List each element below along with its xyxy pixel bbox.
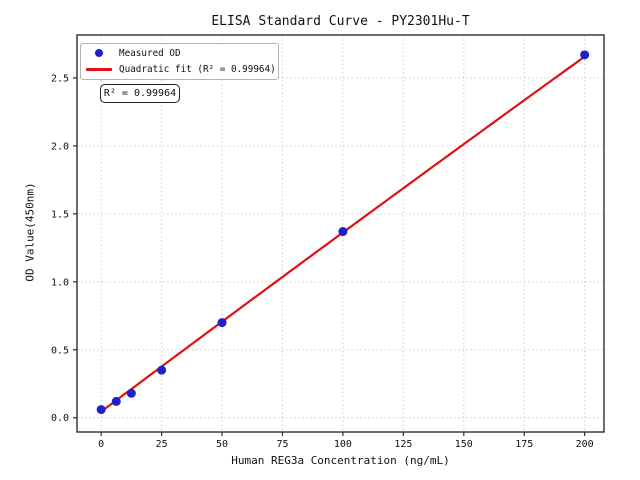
x-tick-label: 50 [216,439,228,450]
y-tick-label: 0.0 [51,413,69,424]
y-tick-label: 1.5 [51,209,69,220]
x-tick-label: 175 [515,439,533,450]
legend-item-measured-od: Measured OD [81,46,278,61]
legend-label-measured-od: Measured OD [119,47,181,59]
legend-marker-slot [81,49,119,58]
x-tick-label: 100 [334,439,352,450]
x-tick-label: 75 [276,439,288,450]
x-tick-label: 125 [394,439,412,450]
y-tick-label: 0.5 [51,345,69,356]
data-point [111,396,121,406]
x-axis-label: Human REG3a Concentration (ng/mL) [231,454,450,467]
data-point [338,227,348,237]
y-tick-label: 2.5 [51,73,69,84]
y-axis-label: OD Value(450nm) [23,182,37,282]
legend-label-quadratic-fit: Quadratic fit (R² = 0.99964) [119,64,276,76]
y-tick-label: 2.0 [51,141,69,152]
x-tick-label: 150 [455,439,473,450]
x-tick-label: 0 [98,439,104,450]
plot-border [76,34,605,433]
legend-dot-marker [95,49,103,58]
data-point [217,318,227,328]
y-tick-label: 1.0 [51,277,69,288]
x-tick-label: 200 [576,439,594,450]
data-point [126,388,136,398]
data-point [157,365,167,375]
legend-item-quadratic-fit: Quadratic fit (R² = 0.99964) [81,62,278,77]
legend-line-marker [86,68,112,72]
r-squared-annotation: R² = 0.99964 [100,84,180,103]
x-tick-label: 25 [156,439,168,450]
chart-title: ELISA Standard Curve - PY2301Hu-T [211,14,470,29]
legend-marker-slot [81,68,119,72]
data-point [96,405,106,415]
legend-box: Measured OD Quadratic fit (R² = 0.99964) [80,43,279,80]
data-point [580,50,590,60]
